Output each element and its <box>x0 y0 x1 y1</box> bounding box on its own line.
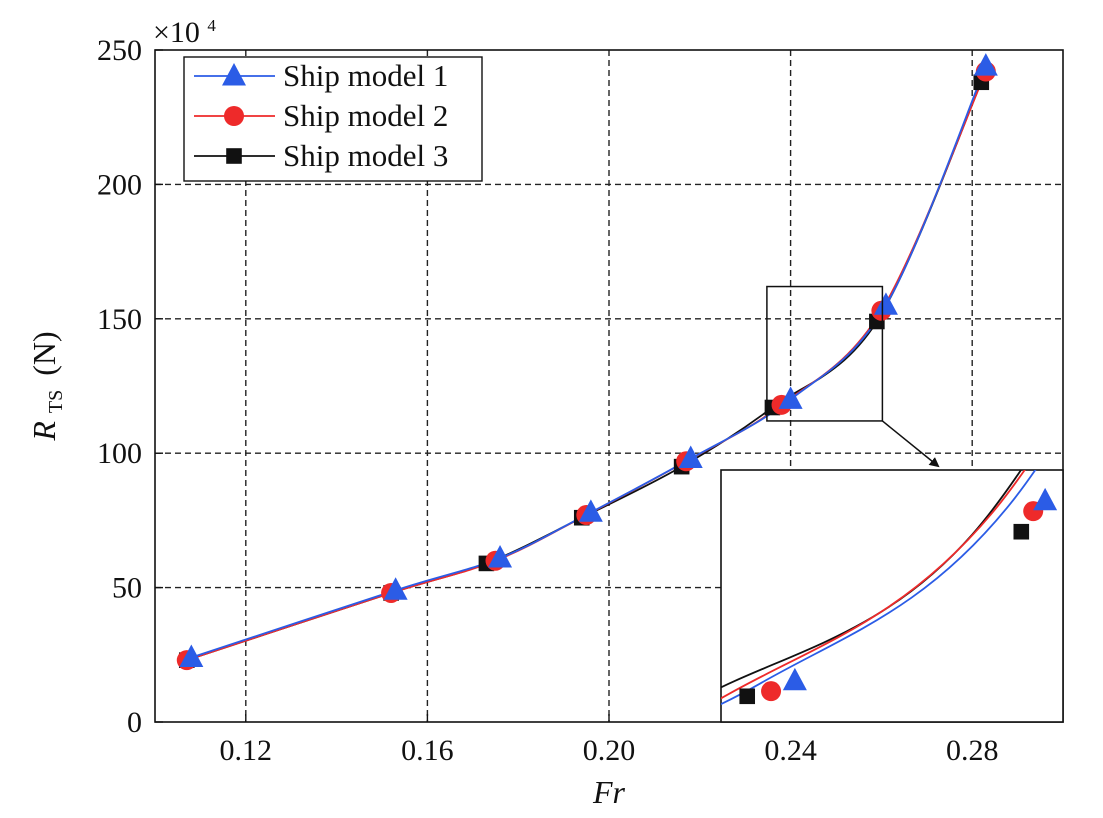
inset-curves <box>721 470 1037 706</box>
inset-series-2-line <box>721 470 1026 700</box>
x-tick-label: 0.16 <box>401 734 454 767</box>
y-tick-label: 250 <box>97 34 142 67</box>
series-1-marker <box>778 386 803 409</box>
legend-label-ship-model-1: Ship model 1 <box>283 58 448 93</box>
series-1-marker <box>782 667 807 691</box>
y-tick-label: 150 <box>97 303 142 336</box>
series-1-marker <box>179 644 204 667</box>
series-1-marker <box>1033 487 1058 511</box>
y-axis-label-symbol: R <box>26 421 62 442</box>
inset-series-1-line <box>721 470 1037 706</box>
series-3-marker <box>1013 523 1030 540</box>
zoom-region-box <box>766 285 884 422</box>
series-3-marker <box>226 148 242 164</box>
legend-label-ship-model-3: Ship model 3 <box>283 138 448 173</box>
inset-markers <box>739 487 1058 705</box>
x-tick-label: 0.28 <box>946 734 999 767</box>
y-axis-multiplier-base: ×10 <box>153 16 200 49</box>
y-tick-label: 200 <box>97 168 142 201</box>
series-2-marker <box>761 681 782 702</box>
x-tick-label: 0.12 <box>220 734 273 767</box>
zoom-arrow <box>881 420 940 468</box>
inset-frame <box>720 469 1064 723</box>
y-axis-multiplier-exponent: 4 <box>207 16 216 35</box>
series-1-marker <box>873 292 898 315</box>
legend-label-ship-model-2: Ship model 2 <box>283 98 448 133</box>
series-1-marker <box>973 53 998 76</box>
x-tick-label: 0.20 <box>583 734 636 767</box>
y-axis-label: R TS (N) <box>26 331 69 441</box>
x-tick-label: 0.24 <box>764 734 817 767</box>
x-axis-ticks: 0.12 0.16 0.20 0.24 0.28 <box>220 714 999 767</box>
series-2-marker <box>224 106 244 126</box>
series-1-marker <box>488 545 513 568</box>
y-axis-label-subscript: TS <box>45 390 67 413</box>
y-tick-label: 0 <box>127 706 142 739</box>
series-1-marker <box>383 577 408 600</box>
series-3-marker <box>739 688 756 705</box>
legend: Ship model 1 Ship model 2 Ship model 3 <box>183 56 483 182</box>
x-axis-label: Fr <box>592 774 626 810</box>
y-axis-multiplier: ×10 4 <box>153 16 216 49</box>
y-axis-ticks: 0 50 100 150 200 250 <box>97 34 163 739</box>
series-1-marker <box>678 445 703 469</box>
y-axis-label-unit: (N) <box>26 331 62 375</box>
inset-zoom <box>720 469 1064 723</box>
series-1-marker <box>578 499 603 522</box>
series-1-marker <box>222 62 246 86</box>
series-markers <box>176 53 998 671</box>
y-tick-label: 100 <box>97 437 142 470</box>
y-tick-label: 50 <box>112 572 142 605</box>
